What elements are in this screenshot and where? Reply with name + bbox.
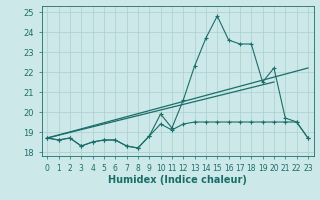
X-axis label: Humidex (Indice chaleur): Humidex (Indice chaleur) bbox=[108, 175, 247, 185]
